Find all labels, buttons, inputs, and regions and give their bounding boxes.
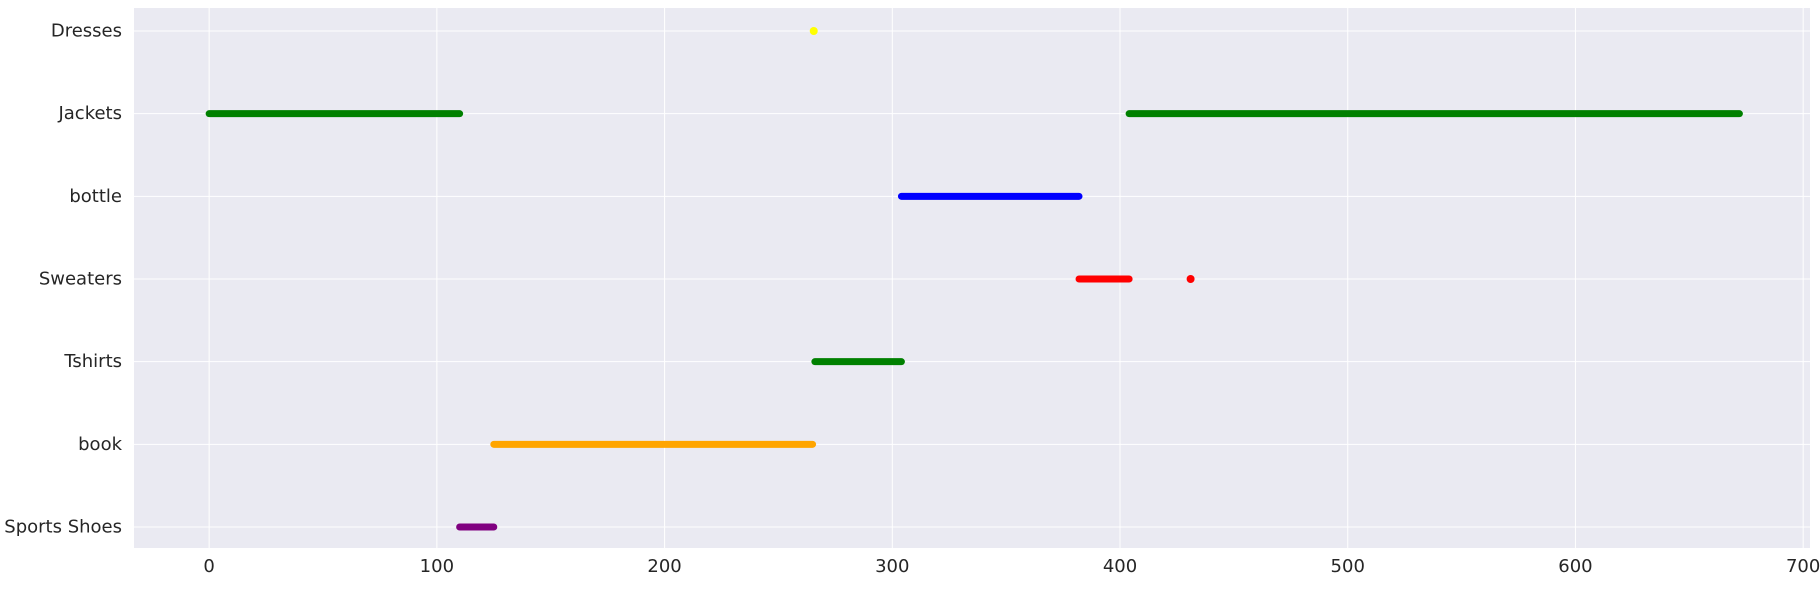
x-tick-label: 600 (1558, 556, 1592, 577)
y-tick-label: Jackets (57, 103, 122, 124)
x-axis-tick-labels: 0 100 200 300 400 500 600 700 (203, 556, 1820, 577)
x-tick-label: 0 (203, 556, 214, 577)
y-tick-label: book (78, 434, 122, 455)
x-tick-label: 700 (1786, 556, 1820, 577)
y-axis-tick-labels: Sports Shoes book Tshirts Sweaters bottle Jac… (4, 21, 122, 538)
data-marks (205, 27, 1743, 531)
data-point-sweaters-8 (1186, 275, 1195, 283)
y-tick-label: Dresses (51, 21, 122, 42)
x-tick-label: 200 (647, 556, 681, 577)
plot-background (134, 8, 1810, 548)
x-tick-label: 500 (1331, 556, 1365, 577)
x-tick-label: 300 (875, 556, 909, 577)
y-tick-label: Tshirts (63, 351, 122, 372)
y-tick-label: Sports Shoes (4, 517, 122, 538)
y-tick-label: bottle (69, 186, 122, 207)
x-tick-label: 400 (1103, 556, 1137, 577)
y-tick-label: Sweaters (39, 269, 122, 290)
x-tick-label: 100 (420, 556, 454, 577)
data-point-dresses-2 (809, 27, 818, 35)
